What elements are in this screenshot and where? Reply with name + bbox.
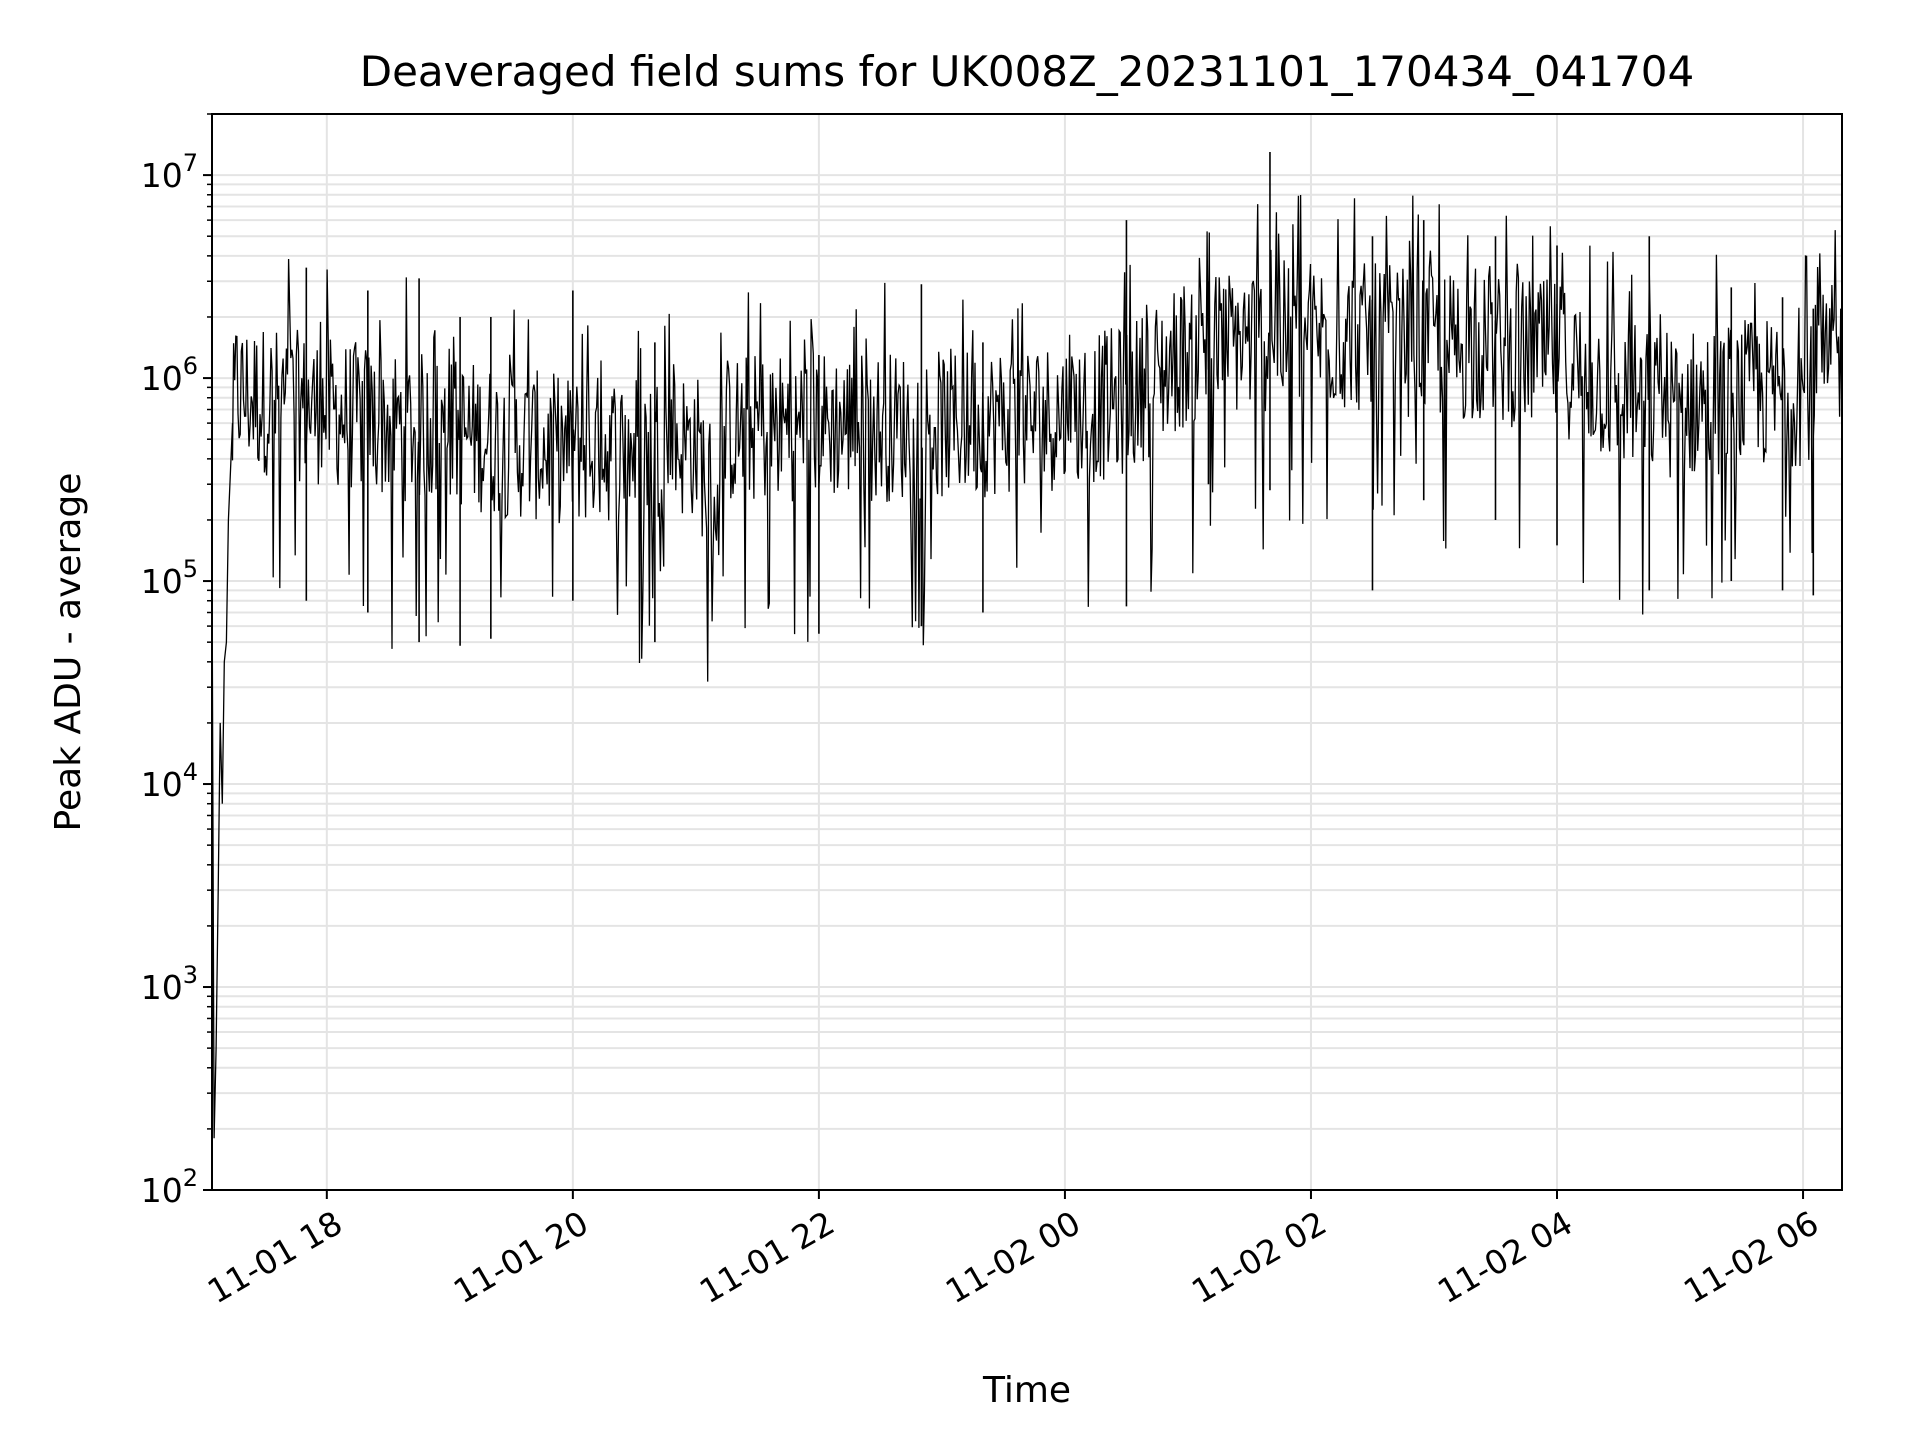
y-axis: 102 103 104 105 106 107 <box>141 113 212 1210</box>
y-tick-label: 106 <box>141 352 198 398</box>
y-tick-label: 105 <box>141 555 198 601</box>
chart-title: Deaveraged field sums for UK008Z_2023110… <box>360 47 1695 96</box>
y-tick-label: 102 <box>141 1164 198 1210</box>
x-axis-label: Time <box>982 1370 1071 1411</box>
series-area <box>211 151 1843 1139</box>
y-tick-label: 107 <box>141 149 198 195</box>
y-tick-label: 104 <box>141 758 198 804</box>
y-tick-label: 103 <box>141 961 198 1007</box>
y-axis-label: Peak ADU - average <box>48 473 89 832</box>
plot-frame <box>211 113 1843 1191</box>
